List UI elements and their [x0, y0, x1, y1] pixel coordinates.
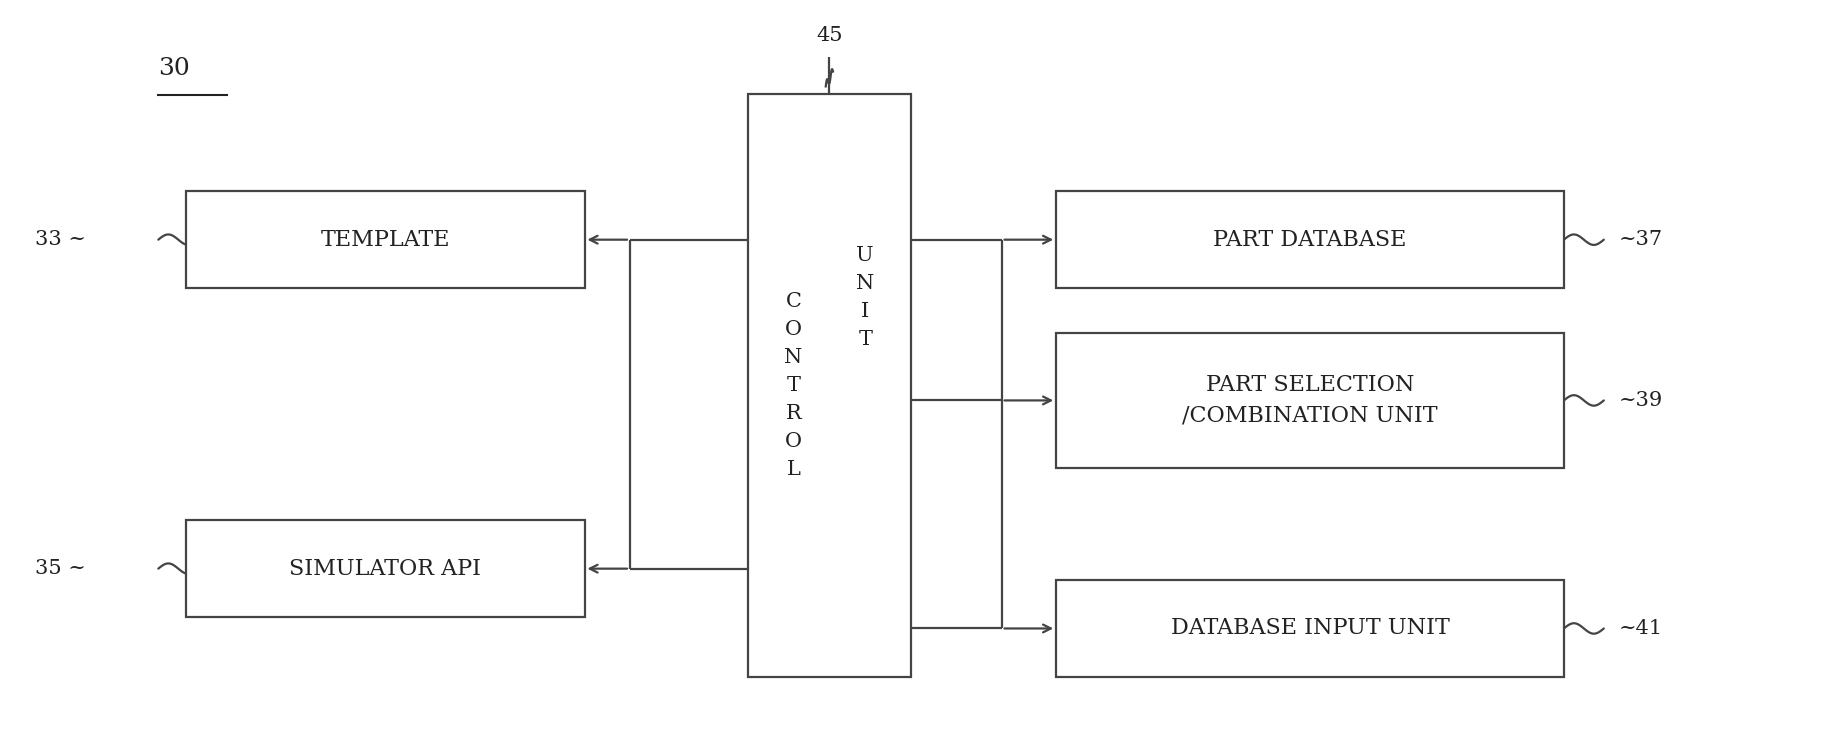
Text: PART SELECTION
/COMBINATION UNIT: PART SELECTION /COMBINATION UNIT: [1182, 374, 1438, 426]
Text: TEMPLATE: TEMPLATE: [321, 228, 450, 251]
Text: SIMULATOR API: SIMULATOR API: [290, 558, 481, 580]
Bar: [186, 191, 585, 288]
Bar: [1057, 333, 1563, 468]
Text: 45: 45: [816, 26, 842, 45]
Text: PART DATABASE: PART DATABASE: [1213, 228, 1407, 251]
Text: 30: 30: [159, 57, 189, 79]
Text: ~39: ~39: [1618, 391, 1663, 410]
Bar: [1057, 191, 1563, 288]
Text: 33 ~: 33 ~: [35, 230, 86, 249]
Text: ~37: ~37: [1618, 230, 1662, 249]
Text: U
N
I
T: U N I T: [856, 246, 875, 349]
Bar: [186, 520, 585, 617]
Text: 35 ~: 35 ~: [35, 559, 86, 578]
Text: C
O
N
T
R
O
L: C O N T R O L: [783, 292, 804, 479]
Bar: [1057, 580, 1563, 677]
Bar: [747, 94, 911, 677]
Text: ~41: ~41: [1618, 619, 1662, 638]
Text: DATABASE INPUT UNIT: DATABASE INPUT UNIT: [1170, 618, 1450, 640]
